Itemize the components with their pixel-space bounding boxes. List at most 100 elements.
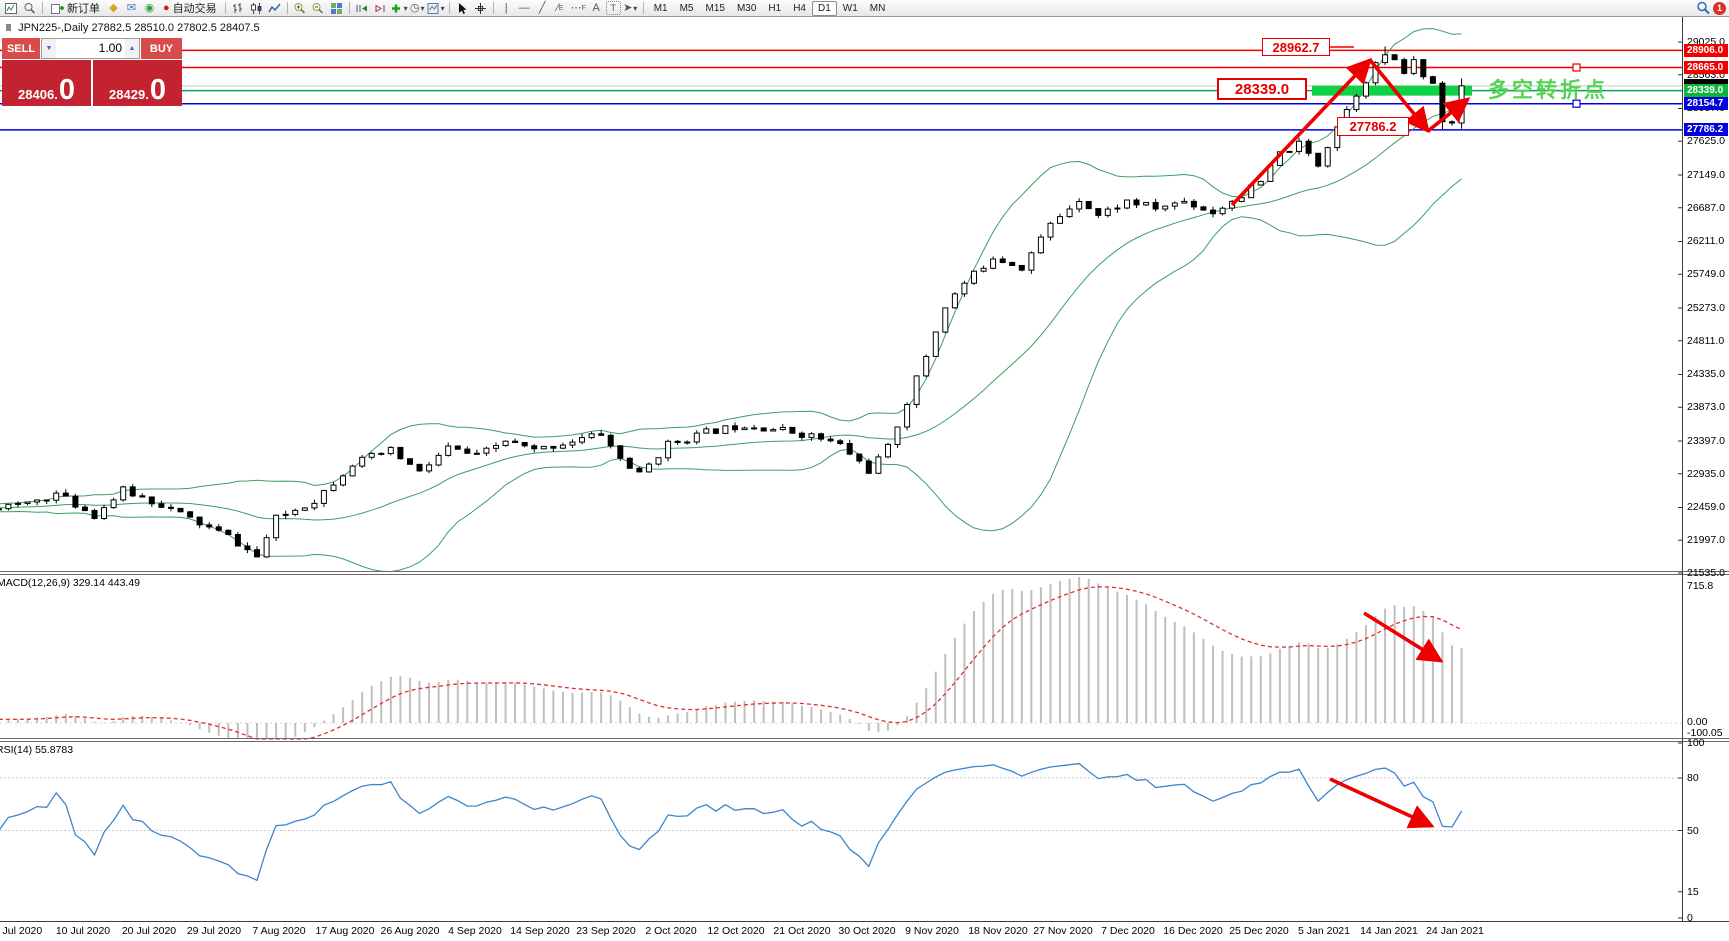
date-tick-label: 25 Dec 2020 (1229, 925, 1289, 937)
macd-signal-line (0, 586, 1462, 740)
search-icon[interactable] (1695, 1, 1712, 16)
volume-stepper: ▼ 1.00 ▲ (41, 38, 140, 59)
notification-badge[interactable]: 1 (1713, 1, 1726, 15)
ask-price-box[interactable]: 28429. 0 (93, 60, 182, 106)
trendline-tool-icon[interactable]: ╱ (538, 1, 546, 14)
panel-separator[interactable] (0, 741, 1729, 742)
label-tool-icon[interactable]: T (605, 1, 621, 15)
price-tick-label: 22459.0 (1687, 501, 1725, 513)
price-tick-label: 24335.0 (1687, 368, 1725, 380)
autotrading-label: 自动交易 (172, 3, 217, 15)
metaquotes-icon[interactable]: ◆ (109, 1, 118, 14)
price-tick-label: 23873.0 (1687, 401, 1725, 413)
one-click-trading-panel: SELL ▼ 1.00 ▲ BUY 28406. 0 28429. 0 (2, 38, 182, 106)
pivot-highlight-bar[interactable] (1312, 85, 1472, 96)
channel-tool-icon[interactable]: ∕ E (556, 1, 564, 14)
date-tick-label: 2 Oct 2020 (645, 925, 697, 937)
rsi-tick-label: 50 (1687, 825, 1699, 837)
sell-button[interactable]: SELL (2, 38, 40, 59)
timeframe-w1-button[interactable]: W1 (837, 1, 864, 16)
resistance-price-annotation[interactable]: 28962.7 (1262, 38, 1330, 56)
bid-price: 28406. (18, 87, 58, 102)
candlesticks (0, 46, 1465, 558)
ask-price-big-digit: 0 (149, 74, 166, 106)
volume-increase-button[interactable]: ▲ (125, 39, 139, 58)
date-tick-label: 18 Nov 2020 (968, 925, 1028, 937)
panel-separator[interactable] (0, 738, 1729, 739)
price-line-label: 28154.7 (1684, 97, 1728, 110)
zoom-in-icon[interactable] (292, 1, 309, 16)
date-tick-label: 4 Sep 2020 (448, 925, 502, 937)
indicators-button[interactable]: ▾ (390, 1, 408, 16)
date-tick-label: 30 Oct 2020 (838, 925, 896, 937)
horizontal-line-tool-icon[interactable]: — (518, 1, 530, 14)
timeframe-m15-button[interactable]: M15 (700, 1, 731, 16)
cursor-icon[interactable] (454, 1, 471, 16)
arrows-tool-icon[interactable]: ➤ ▾ (623, 1, 638, 14)
fibonacci-tool-icon[interactable]: ⋯ F (570, 1, 586, 14)
price-tick-label: 24811.0 (1687, 335, 1725, 347)
chart-shift-icon[interactable] (372, 1, 389, 16)
price-tick-label: 21997.0 (1687, 534, 1725, 546)
price-tick-label: 25749.0 (1687, 268, 1725, 280)
periods-button[interactable]: ◷ ▾ (409, 1, 425, 14)
price-tick-label: 21535.0 (1687, 567, 1725, 579)
date-tick-label: 20 Jul 2020 (121, 925, 177, 937)
timeframe-m1-button[interactable]: M1 (648, 1, 674, 16)
volume-value[interactable]: 1.00 (98, 41, 122, 55)
price-tick-label: 23397.0 (1687, 435, 1725, 447)
toolbar-separator (492, 2, 494, 14)
volume-decrease-button[interactable]: ▼ (42, 39, 56, 58)
timeframe-h4-button[interactable]: H4 (787, 1, 812, 16)
toolbar-separator (448, 2, 450, 14)
support-price-annotation[interactable]: 27786.2 (1337, 117, 1409, 136)
line-chart-icon[interactable] (266, 1, 283, 16)
panel-separator[interactable] (0, 571, 1729, 572)
rsi-level-lines (0, 777, 1682, 831)
signals-icon[interactable]: ◉ (144, 1, 155, 14)
pivot-text-annotation[interactable]: 多空转折点 (1488, 79, 1608, 102)
text-tool-icon[interactable]: A (592, 1, 600, 14)
timeframe-m30-button[interactable]: M30 (731, 1, 762, 16)
date-tick-label: 7 Aug 2020 (252, 925, 306, 937)
trend-arrow-annotations[interactable] (1230, 57, 1471, 829)
new-order-label: 新订单 (67, 3, 100, 15)
rsi-line (0, 762, 1463, 882)
rsi-tick-label: 80 (1687, 772, 1699, 784)
auto-scroll-icon[interactable] (354, 1, 371, 16)
zoom-out-icon[interactable] (310, 1, 327, 16)
rsi-tick-label: 0 (1687, 912, 1693, 924)
timeframe-h1-button[interactable]: H1 (762, 1, 787, 16)
timeframe-m5-button[interactable]: M5 (674, 1, 700, 16)
macd-min-label: -100.05 (1687, 727, 1723, 739)
panel-separator[interactable] (0, 574, 1729, 575)
bid-price-box[interactable]: 28406. 0 (2, 60, 91, 106)
line-selection-markers[interactable] (1330, 46, 1581, 108)
pivot-price-annotation[interactable]: 28339.0 (1217, 78, 1307, 100)
new-chart-icon[interactable] (3, 1, 20, 16)
symbol-period-label: JPN225-,Daily (18, 22, 89, 34)
bar-chart-icon[interactable] (230, 1, 247, 16)
ask-price: 28429. (109, 87, 149, 102)
date-tick-label: 23 Sep 2020 (576, 925, 636, 937)
profile-preview-icon[interactable] (21, 1, 38, 16)
toolbar-separator (348, 2, 350, 14)
crosshair-icon[interactable] (472, 1, 489, 16)
date-tick-label: 5 Jan 2021 (1298, 925, 1350, 937)
tile-windows-icon[interactable] (328, 1, 345, 16)
new-order-button[interactable]: 新订单 (47, 1, 104, 16)
autotrading-button[interactable]: ● 自动交易 (159, 1, 221, 16)
chevron-down-icon: ▾ (403, 3, 408, 13)
vertical-line-tool-icon[interactable]: | (504, 1, 508, 14)
mql5-community-icon[interactable]: ✉ (126, 1, 137, 14)
rsi-tick-label: 15 (1687, 886, 1699, 898)
timeframe-d1-button[interactable]: D1 (812, 0, 837, 16)
date-tick-label: 24 Jan 2021 (1426, 925, 1484, 937)
autotrading-status-icon: ● (163, 2, 170, 14)
timeframe-mn-button[interactable]: MN (864, 1, 892, 16)
candlestick-chart-icon[interactable] (248, 1, 265, 16)
buy-button[interactable]: BUY (141, 38, 182, 59)
date-tick-label: 27 Nov 2020 (1033, 925, 1093, 937)
templates-button[interactable]: ▾ (427, 1, 445, 16)
